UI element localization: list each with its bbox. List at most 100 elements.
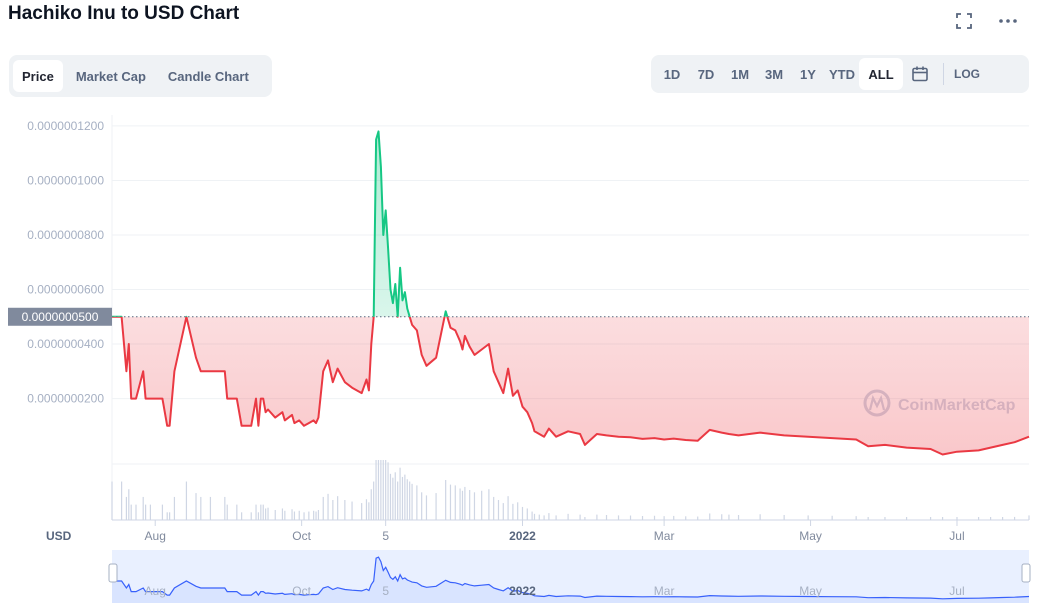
volume-bar bbox=[409, 481, 411, 520]
range-1y[interactable]: 1Y bbox=[800, 66, 816, 82]
x-tick-label: Jul bbox=[949, 529, 964, 543]
navigator: Aug Oct 5 2022 Mar May Jul bbox=[108, 550, 1031, 603]
tab-candle-chart[interactable]: Candle Chart bbox=[167, 68, 249, 84]
page-title: Hachiko Inu to USD Chart bbox=[8, 3, 240, 24]
volume-bar bbox=[149, 504, 152, 520]
volume-bar bbox=[351, 501, 353, 520]
volume-bar bbox=[255, 504, 257, 520]
more-icon[interactable] bbox=[995, 8, 1021, 34]
volume-bar bbox=[855, 516, 857, 520]
range-1m[interactable]: 1M bbox=[730, 66, 750, 82]
x-tick-label: Mar bbox=[654, 529, 675, 543]
range-selector: 1D 7D 1M 3M 1Y YTD ALL LOG bbox=[651, 55, 1029, 93]
volume-bar bbox=[401, 476, 404, 520]
volume-bar bbox=[807, 515, 809, 520]
volume-bar bbox=[257, 512, 260, 520]
volume-bar bbox=[209, 496, 212, 520]
volume-bar bbox=[315, 511, 317, 520]
tab-price[interactable]: Price bbox=[13, 60, 63, 92]
volume-bar bbox=[145, 504, 147, 520]
y-tick-label: 0.0000000400 bbox=[27, 337, 104, 351]
volume-bar bbox=[548, 513, 550, 520]
range-separator bbox=[943, 63, 944, 85]
volume-bar bbox=[831, 515, 833, 520]
volume-bar bbox=[142, 496, 144, 520]
volume-bar bbox=[375, 460, 377, 520]
volume-bar bbox=[497, 500, 500, 520]
volume-bar bbox=[567, 513, 569, 520]
navigator-tick-label: Aug bbox=[145, 584, 166, 598]
range-3m[interactable]: 3M bbox=[764, 66, 784, 82]
volume-bar bbox=[241, 512, 243, 520]
volume-bar bbox=[332, 500, 334, 520]
chart-type-tabs: Price Market Cap Candle Chart bbox=[9, 55, 272, 97]
volume-bar bbox=[377, 460, 380, 520]
volume-bar bbox=[130, 504, 132, 520]
volume-bar bbox=[884, 517, 886, 520]
volume-bar bbox=[584, 517, 586, 520]
area-fill-below bbox=[112, 316, 1029, 455]
volume-bar bbox=[454, 485, 456, 520]
navigator-tick-label: 2022 bbox=[509, 584, 536, 598]
volume-bar bbox=[250, 512, 252, 520]
volume-bar bbox=[224, 496, 226, 520]
volume-bar bbox=[166, 512, 168, 520]
price-line-down bbox=[112, 316, 1030, 456]
x-axis: Aug Oct 5 2022 Mar May Jul bbox=[145, 520, 965, 543]
fullscreen-icon[interactable] bbox=[951, 8, 977, 34]
volume-bar bbox=[538, 514, 540, 520]
volume-bar bbox=[260, 504, 262, 520]
volume-bar bbox=[161, 504, 164, 520]
y-tick-label: 0.0000001000 bbox=[27, 173, 104, 187]
volume-bar bbox=[941, 517, 944, 520]
currency-label: USD bbox=[46, 529, 72, 543]
range-all[interactable]: ALL bbox=[859, 58, 903, 90]
range-7d[interactable]: 7D bbox=[697, 66, 715, 82]
x-tick-label: 5 bbox=[382, 529, 389, 543]
volume-bar bbox=[416, 485, 418, 520]
volume-bar bbox=[596, 514, 598, 520]
volume-bar bbox=[368, 502, 370, 520]
volume-bar bbox=[521, 506, 524, 520]
volume-bar bbox=[956, 517, 958, 520]
x-tick-label: Oct bbox=[292, 529, 311, 543]
volume-bar bbox=[404, 474, 406, 520]
volume-bar bbox=[721, 514, 723, 520]
navigator-handle-right bbox=[1021, 563, 1031, 583]
volume-bar bbox=[121, 481, 123, 520]
volume-bar bbox=[128, 489, 130, 520]
coinmarketcap-watermark: CoinMarketCap bbox=[863, 389, 1016, 417]
volume-bar bbox=[281, 508, 284, 520]
volume-bar bbox=[344, 500, 346, 520]
calendar-icon[interactable] bbox=[903, 58, 937, 90]
navigator-handle-left bbox=[108, 563, 118, 583]
volume-bar bbox=[421, 492, 423, 520]
volume-bar bbox=[226, 504, 228, 520]
navigator-tick-label: 5 bbox=[382, 584, 389, 598]
volume-bar bbox=[169, 512, 171, 520]
log-toggle[interactable]: LOG bbox=[954, 67, 980, 81]
volume-bar bbox=[481, 490, 483, 520]
y-tick-label: 0.0000000800 bbox=[27, 228, 104, 242]
volume-bar bbox=[111, 481, 113, 520]
volume-bar bbox=[284, 510, 286, 520]
volume-bar bbox=[298, 510, 300, 520]
volume-bar bbox=[461, 490, 464, 520]
volume-bar bbox=[389, 473, 392, 520]
volume-bar bbox=[236, 504, 238, 520]
volume-bar bbox=[543, 515, 545, 520]
volume-bar bbox=[673, 515, 675, 520]
volume-bar bbox=[125, 496, 128, 520]
baseline-tag: 0.0000000500 bbox=[8, 307, 112, 326]
navigator-area bbox=[112, 557, 1029, 603]
y-tick-label: 0.0000000600 bbox=[27, 283, 104, 297]
range-ytd[interactable]: YTD bbox=[829, 66, 855, 82]
volume-bar bbox=[173, 496, 176, 520]
navigator-line bbox=[112, 556, 1030, 600]
range-1d[interactable]: 1D bbox=[663, 66, 681, 82]
volume-bar bbox=[977, 517, 980, 520]
volume-bar bbox=[435, 493, 437, 520]
tab-market-cap[interactable]: Market Cap bbox=[75, 68, 146, 84]
volume-bar bbox=[629, 515, 632, 520]
volume-bar bbox=[728, 514, 730, 520]
